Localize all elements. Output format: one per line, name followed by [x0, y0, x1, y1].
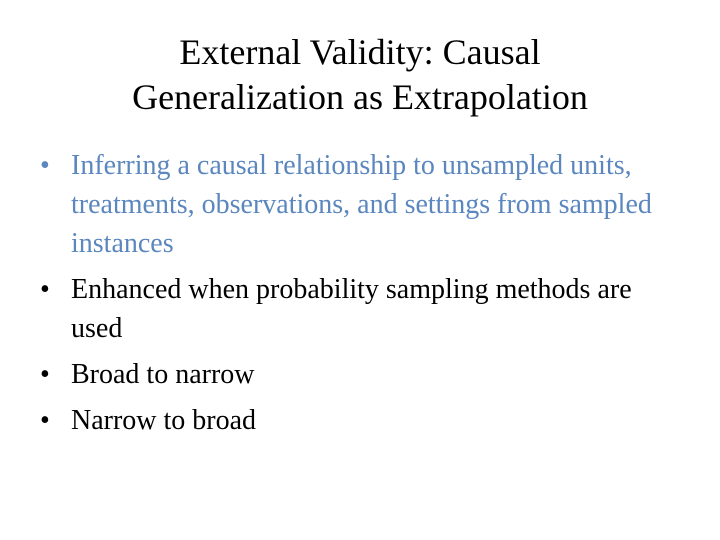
bullet-text: Enhanced when probability sampling metho… — [71, 274, 632, 344]
bullet-point-icon: • — [40, 150, 50, 181]
bullet-text: Broad to narrow — [71, 359, 255, 390]
bullet-item-narrow-to-broad: • Narrow to broad — [40, 401, 680, 440]
bullet-point-icon: • — [40, 359, 50, 390]
bullet-text: Narrow to broad — [71, 405, 257, 436]
bullet-item-probability-sampling: • Enhanced when probability sampling met… — [40, 270, 680, 348]
bullet-point-icon: • — [40, 405, 50, 436]
bullet-item-causal-inference: • Inferring a causal relationship to uns… — [40, 146, 680, 263]
bullet-list: • Inferring a causal relationship to uns… — [40, 146, 680, 447]
title-line-1: External Validity: Causal — [179, 32, 541, 72]
title-line-2: Generalization as Extrapolation — [132, 77, 588, 117]
bullet-text: Inferring a causal relationship to unsam… — [71, 150, 652, 259]
bullet-item-broad-to-narrow: • Broad to narrow — [40, 355, 680, 394]
slide-title: External Validity: Causal Generalization… — [60, 30, 660, 120]
bullet-point-icon: • — [40, 274, 50, 305]
